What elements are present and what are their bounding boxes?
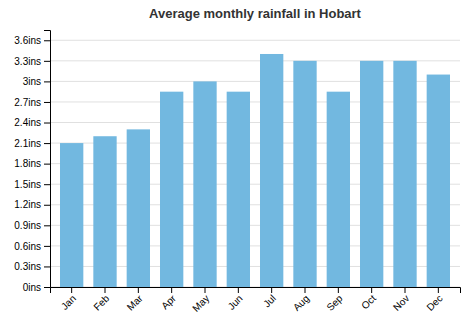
x-tick: Dec [424, 287, 444, 313]
y-tick-label: 3.3ins [14, 56, 41, 67]
y-tick-mark [44, 205, 50, 206]
x-tick-label: Sep [324, 292, 345, 313]
y-tick-label: 0.3ins [14, 261, 41, 272]
x-tick: Jul [261, 287, 278, 309]
y-tick-mark [44, 123, 50, 124]
x-tick: Nov [391, 287, 411, 313]
y-tick-label: 2.4ins [14, 117, 41, 128]
y-tick-mark [44, 246, 50, 247]
x-tick-mark [205, 287, 206, 293]
x-tick-mark [338, 287, 339, 293]
x-tick-label: Aug [291, 293, 311, 313]
plot: 0ins 0.3ins 0.6ins 0.9ins 1.2ins 1.5ins 1.8ins… [14, 31, 460, 314]
x-tick: Jan [59, 287, 78, 312]
bar [127, 129, 150, 287]
y-tick: 1.8ins [14, 158, 50, 169]
x-tick: Aug [291, 287, 311, 313]
x-tick-label: Oct [359, 293, 378, 312]
bar [227, 92, 250, 287]
y-tick-mark [44, 225, 50, 226]
y-tick-mark [44, 40, 50, 41]
bar [293, 61, 316, 287]
y-tick: 0.9ins [14, 220, 50, 231]
y-tick: 2.7ins [14, 97, 50, 108]
x-tick-label: Mar [125, 292, 145, 312]
x-tick-mark [271, 287, 272, 293]
x-tick: Sep [324, 287, 345, 313]
y-tick-mark [44, 81, 50, 82]
y-tick: 2.1ins [14, 138, 50, 149]
y-tick: 0ins [23, 282, 50, 293]
y-tick: 3.6ins [14, 35, 50, 46]
y-tick-label: 1.2ins [14, 199, 41, 210]
y-tick: 2.4ins [14, 117, 50, 128]
x-tick: May [190, 287, 211, 314]
y-tick-label: 0.9ins [14, 220, 41, 231]
x-tick: Oct [359, 287, 378, 311]
bar [60, 143, 83, 287]
y-tick: 1.2ins [14, 199, 50, 210]
y-tick-label: 3ins [23, 76, 41, 87]
x-axis-line [51, 288, 461, 294]
y-tick-label: 0.6ins [14, 241, 41, 252]
bars [60, 54, 450, 287]
bar [427, 75, 450, 287]
bar [160, 92, 183, 287]
x-tick-mark [138, 287, 139, 293]
x-tick-mark [105, 287, 106, 293]
y-tick-label: 2.7ins [14, 97, 41, 108]
x-tick: Feb [91, 287, 111, 313]
x-tick-mark [238, 287, 239, 293]
y-tick-mark [44, 266, 50, 267]
x-tick-label: Jul [261, 293, 278, 310]
bar [360, 61, 383, 287]
y-tick: 3.3ins [14, 56, 50, 67]
x-tick-mark [171, 287, 172, 293]
y-axis-line [44, 31, 51, 288]
x-tick-mark [371, 287, 372, 293]
x-tick-mark [405, 287, 406, 293]
grid [50, 40, 460, 287]
y-tick-mark [44, 102, 50, 103]
x-tick-label: Apr [159, 292, 178, 311]
chart: 0ins 0.3ins 0.6ins 0.9ins 1.2ins 1.5ins 1.8ins… [0, 0, 474, 331]
bar [327, 92, 350, 287]
grid-line [50, 40, 460, 41]
bar [260, 54, 283, 287]
x-tick-label: Jan [59, 293, 78, 312]
y-tick-label: 0ins [23, 282, 41, 293]
y-tick-mark [44, 184, 50, 185]
y-tick: 3ins [23, 76, 50, 87]
x-tick-label: Dec [424, 293, 444, 313]
y-tick: 0.3ins [14, 261, 50, 272]
y-tick-mark [44, 287, 50, 288]
x-tick-label: Feb [91, 292, 111, 312]
y-tick-mark [44, 164, 50, 165]
bar [193, 81, 216, 287]
y-tick-label: 3.6ins [14, 35, 41, 46]
y-tick-label: 2.1ins [14, 138, 41, 149]
y-axis: 0ins 0.3ins 0.6ins 0.9ins 1.2ins 1.5ins 1.8ins… [14, 31, 50, 293]
x-tick-mark [71, 287, 72, 293]
y-tick: 0.6ins [14, 241, 50, 252]
x-tick-label: Nov [391, 293, 411, 313]
x-tick: Apr [159, 287, 178, 311]
x-tick-label: Jun [226, 293, 245, 312]
y-tick-label: 1.8ins [14, 158, 41, 169]
x-tick: Mar [125, 287, 145, 313]
x-tick-mark [438, 287, 439, 293]
title: Average monthly rainfall in Hobart [149, 6, 362, 21]
x-tick: Jun [226, 287, 245, 312]
bar [393, 61, 416, 287]
y-tick-label: 1.5ins [14, 179, 41, 190]
bar [93, 136, 116, 287]
x-tick-label: May [190, 293, 211, 314]
x-tick-mark [305, 287, 306, 293]
x-axis: Jan Feb Mar Apr May Jun Jul Aug Sep Oct Nov Dec [51, 287, 461, 314]
y-tick: 1.5ins [14, 179, 50, 190]
y-tick-mark [44, 61, 50, 62]
y-tick-mark [44, 143, 50, 144]
